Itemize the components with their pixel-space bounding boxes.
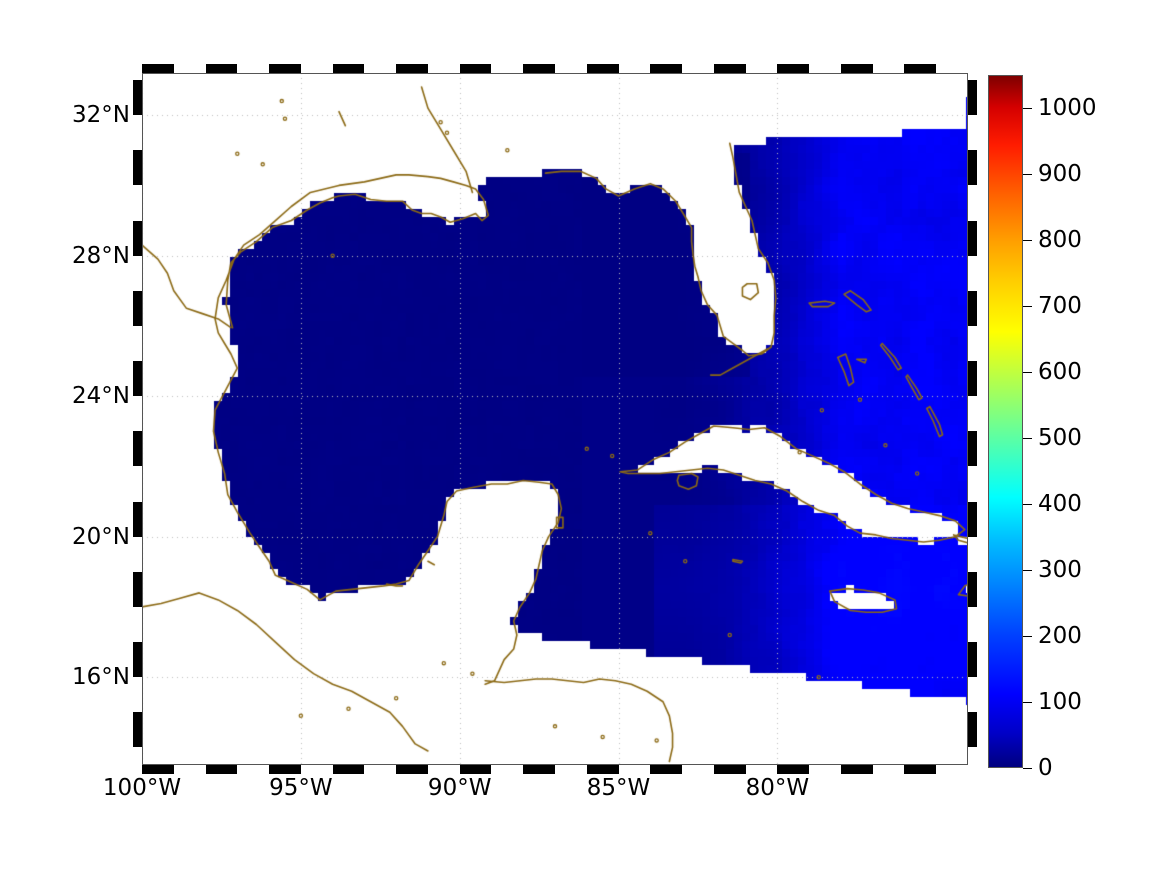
colorbar-tick-label-8: 800	[1038, 227, 1082, 253]
coastline-layer	[142, 73, 968, 765]
colorbar-tick-label-0: 0	[1038, 755, 1053, 781]
colorbar-tick-mark-7	[1023, 306, 1032, 307]
colorbar-tick-mark-4	[1023, 504, 1032, 505]
colorbar-tick-mark-6	[1023, 372, 1032, 373]
colorbar-tick-label-2: 200	[1038, 623, 1082, 649]
x-tick-label-4: 80°W	[745, 775, 810, 801]
x-tick-label-0: 100°W	[102, 775, 182, 801]
colorbar-tick-label-7: 700	[1038, 293, 1082, 319]
colorbar-tick-label-3: 300	[1038, 557, 1082, 583]
y-tick-label-1: 20°N	[72, 523, 130, 550]
colorbar-tick-mark-3	[1023, 570, 1032, 571]
colorbar-gradient	[988, 75, 1023, 768]
map-frame-left	[133, 64, 142, 774]
colorbar-tick-label-9: 900	[1038, 161, 1082, 187]
colorbar-tick-mark-10	[1023, 108, 1032, 109]
y-tick-label-3: 28°N	[72, 242, 130, 269]
x-tick-label-2: 90°W	[427, 775, 492, 801]
x-tick-label-3: 85°W	[586, 775, 651, 801]
colorbar-tick-mark-0	[1023, 768, 1032, 769]
y-tick-label-2: 24°N	[72, 383, 130, 410]
map-plot-area	[142, 73, 968, 765]
colorbar-tick-mark-2	[1023, 636, 1032, 637]
colorbar[interactable]: 0 100 200 300 400 500 600 700 800 900 1000	[988, 75, 1097, 781]
colorbar-tick-mark-1	[1023, 702, 1032, 703]
colorbar-tick-mark-9	[1023, 174, 1032, 175]
x-tick-label-1: 95°W	[269, 775, 333, 801]
map-frame-bottom	[133, 765, 977, 774]
y-tick-label-0: 16°N	[72, 664, 130, 691]
colorbar-tick-label-4: 400	[1038, 491, 1082, 517]
colorbar-tick-mark-5	[1023, 438, 1032, 439]
colorbar-tick-label-1: 100	[1038, 689, 1082, 715]
y-tick-label-4: 32°N	[72, 102, 130, 129]
colorbar-tick-label-5: 500	[1038, 425, 1082, 451]
map-frame-right	[968, 64, 977, 774]
colorbar-tick-label-10: 1000	[1038, 95, 1097, 121]
map-axes[interactable]	[133, 64, 977, 774]
colorbar-tick-mark-8	[1023, 240, 1032, 241]
map-frame-top	[133, 64, 977, 73]
colorbar-tick-label-6: 600	[1038, 359, 1082, 385]
